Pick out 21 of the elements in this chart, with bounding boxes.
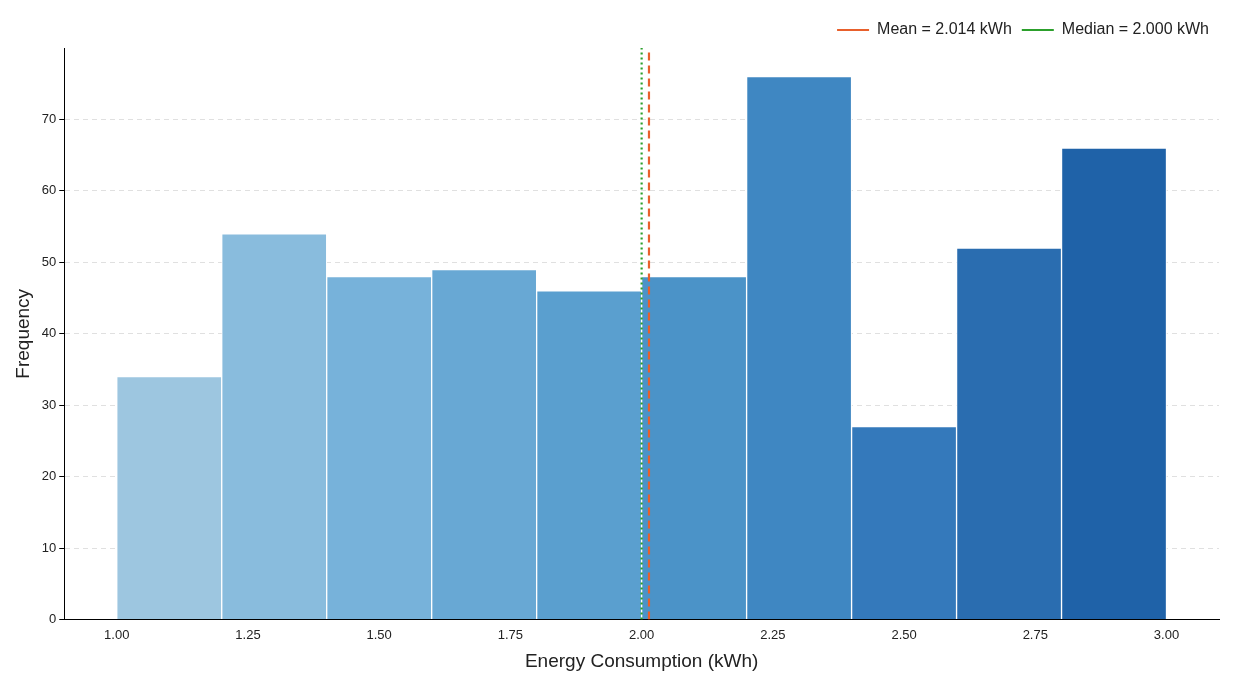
legend-label: Median = 2.000 kWh (1061, 20, 1210, 38)
x-tick-label: 2.25 (760, 626, 786, 642)
y-tick-label: 50 (41, 253, 57, 269)
y-axis-title: Frequency (11, 288, 33, 379)
x-axis-title: Energy Consumption (kWh) (524, 649, 759, 671)
x-tick-label: 2.50 (891, 626, 917, 642)
y-tick-label: 10 (41, 539, 57, 555)
x-tick-label: 1.50 (366, 626, 392, 642)
y-tick-label: 40 (41, 325, 57, 341)
y-tick-label: 30 (41, 396, 57, 412)
y-tick-label: 70 (41, 111, 57, 127)
x-tick-label: 3.00 (1153, 626, 1180, 642)
y-tick-label: 0 (49, 611, 57, 627)
legend-label: Mean = 2.014 kWh (877, 20, 1012, 38)
y-tick-label: 60 (41, 182, 57, 198)
x-tick-label: 1.75 (497, 626, 524, 642)
x-tick-label: 2.00 (628, 626, 655, 642)
x-tick-label: 1.25 (235, 626, 261, 642)
x-tick-label: 1.00 (104, 626, 130, 642)
x-tick-label: 2.75 (1022, 626, 1048, 642)
y-tick-label: 20 (41, 468, 57, 484)
